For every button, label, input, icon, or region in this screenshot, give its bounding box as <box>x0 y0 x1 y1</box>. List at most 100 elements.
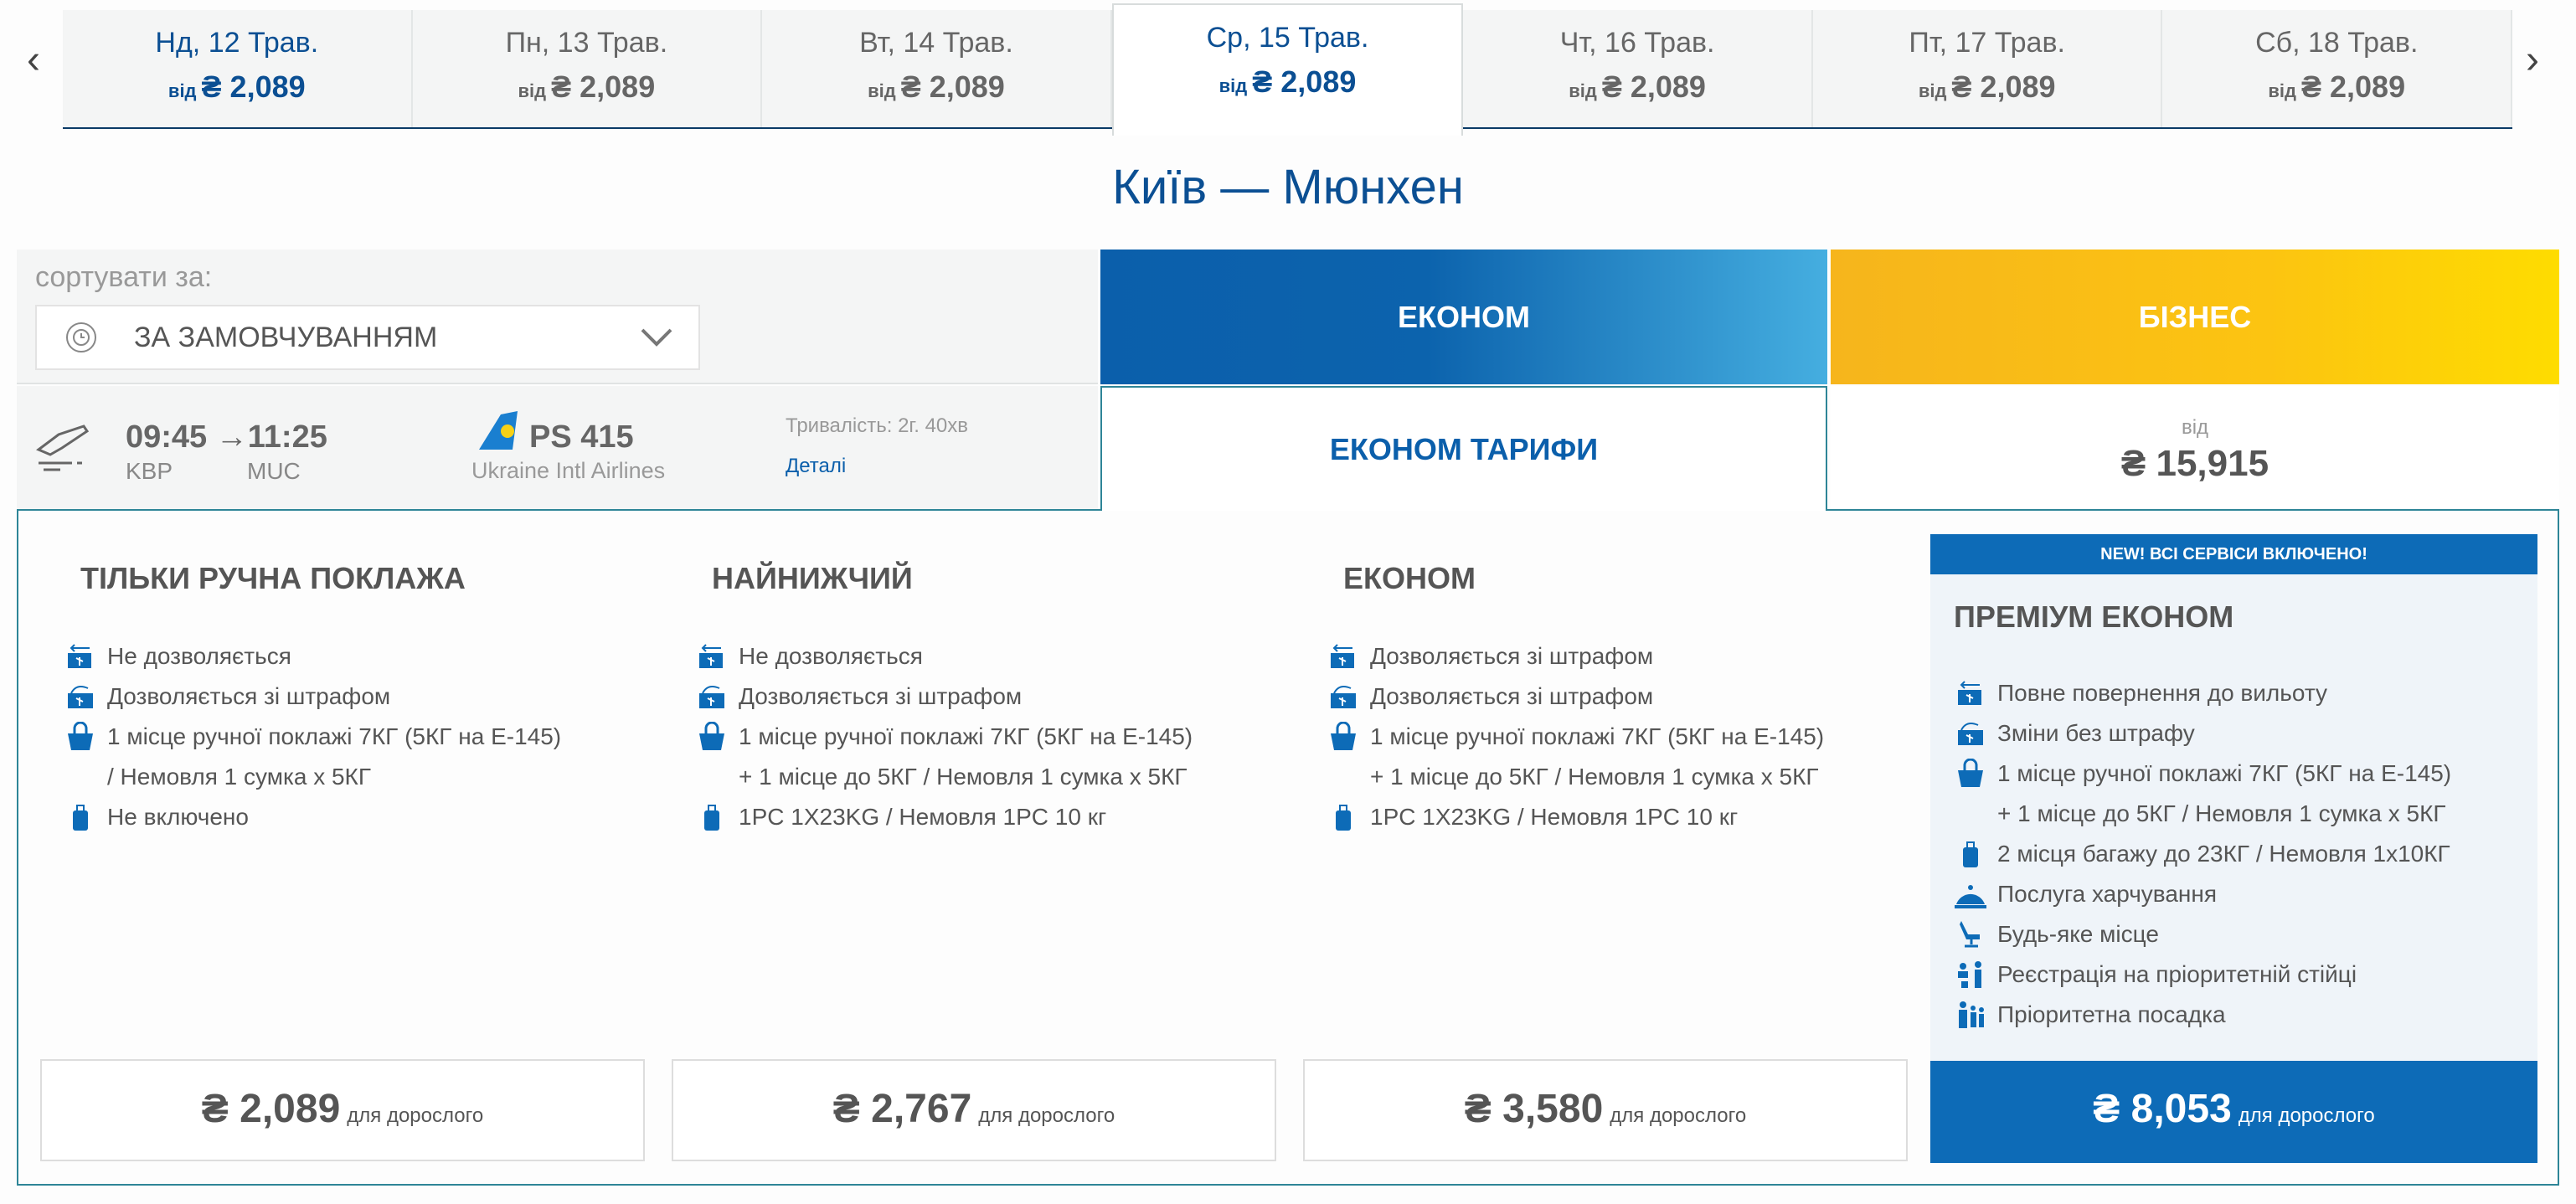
feature-text: 1 місце ручної поклажі 7КГ (5КГ на Е-145… <box>1997 760 2452 786</box>
date-tabs: Нд, 12 Трав. від ₴ 2,089 Пн, 13 Трав. від ₴… <box>63 3 2513 136</box>
price-value: ₴ 2,089 <box>2301 69 2406 104</box>
fare-price-button[interactable]: ₴ 2,089 для дорослого <box>40 1059 645 1161</box>
from-label: від <box>518 80 547 101</box>
price-value: ₴ 2,089 <box>1252 64 1357 99</box>
price-value: ₴ 2,089 <box>551 69 656 104</box>
per-adult-label: для дорослого <box>2238 1104 2375 1127</box>
tab-price: від ₴ 2,089 <box>1114 64 1462 100</box>
refund-icon <box>699 644 723 668</box>
clock-sort-icon <box>66 322 96 352</box>
from-label: від <box>1569 80 1597 101</box>
fare-feature: Будь-яке місце <box>1944 914 2547 954</box>
fare-column: ТІЛЬКИ РУЧНА ПОКЛАЖА Не дозволяється Дозв… <box>40 511 645 1184</box>
arrival-code: MUC <box>247 458 301 484</box>
change-icon <box>1958 723 1983 745</box>
tab-price: від ₴ 2,089 <box>413 69 761 105</box>
priority-checkin-icon <box>1958 961 1981 988</box>
tab-price: від ₴ 2,089 <box>1463 69 1811 105</box>
fare-name: ТІЛЬКИ РУЧНА ПОКЛАЖА <box>80 561 466 595</box>
fare-feature: 2 місця багажу до 23КГ / Немовля 1х10КГ <box>1944 834 2547 874</box>
feature-text: 1PC 1X23KG / Немовля 1PC 10 кг <box>739 804 1107 830</box>
hand-bag-icon <box>1958 759 1983 787</box>
date-tab[interactable]: Нд, 12 Трав. від ₴ 2,089 <box>63 10 413 127</box>
date-tab[interactable]: Пт, 17 Трав. від ₴ 2,089 <box>1812 10 2163 127</box>
prev-dates-button[interactable]: ‹ <box>27 38 40 82</box>
tab-date: Чт, 16 Трав. <box>1559 27 1715 59</box>
date-tab[interactable]: Сб, 18 Трав. від ₴ 2,089 <box>2162 10 2513 127</box>
tab-date: Пн, 13 Трав. <box>505 27 668 59</box>
feature-text: Будь-яке місце <box>1997 921 2159 947</box>
from-label: від <box>868 80 896 101</box>
business-cabin-header[interactable]: БІЗНЕС <box>1831 250 2559 384</box>
tab-date: Нд, 12 Трав. <box>155 27 319 59</box>
feature-text: Зміни без штрафу <box>1997 720 2195 746</box>
refund-icon <box>68 644 91 668</box>
date-tab[interactable]: Вт, 14 Трав. від ₴ 2,089 <box>762 10 1112 127</box>
feature-text: Не дозволяється <box>739 643 923 669</box>
fare-price-button[interactable]: ₴ 8,053 для дорослого <box>1930 1061 2537 1163</box>
tab-price: від ₴ 2,089 <box>63 69 411 105</box>
feature-text: Дозволяється зі штрафом <box>739 683 1023 709</box>
fare-feature: 1 місце ручної поклажі 7КГ (5КГ на Е-145… <box>685 717 1288 757</box>
flight-duration: Тривалість: 2г. 40хв <box>786 414 969 437</box>
fare-feature: Не дозволяється <box>54 636 657 677</box>
priority-boarding-icon <box>1959 1001 1984 1028</box>
feature-text: Не дозволяється <box>107 643 291 669</box>
fare-feature: 1 місце ручної поклажі 7КГ (5КГ на Е-145… <box>1944 754 2547 794</box>
feature-text: 1 місце ручної поклажі 7КГ (5КГ на Е-145… <box>107 723 562 749</box>
next-dates-button[interactable]: › <box>2526 38 2539 82</box>
fare-feature: 1PC 1X23KG / Немовля 1PC 10 кг <box>1316 797 1919 837</box>
fare-feature: Дозволяється зі штрафом <box>685 677 1288 717</box>
date-tab[interactable]: Пн, 13 Трав. від ₴ 2,089 <box>412 10 763 127</box>
tab-date: Ср, 15 Трав. <box>1206 22 1369 54</box>
feature-text: + 1 місце до 5КГ / Немовля 1 сумка х 5КГ <box>1997 800 2446 826</box>
airline-name: Ukraine Intl Airlines <box>471 458 666 483</box>
business-from-label: від <box>2181 416 2209 439</box>
fare-feature: Повне повернення до вильоту <box>1944 673 2547 713</box>
business-price-cell[interactable]: від ₴ 15,915 <box>1831 386 2559 509</box>
from-label: від <box>1218 75 1248 96</box>
departure-time: 09:45 <box>126 419 208 455</box>
feature-text: / Немовля 1 сумка х 5КГ <box>107 764 372 790</box>
feature-text: 2 місця багажу до 23КГ / Немовля 1х10КГ <box>1997 841 2450 867</box>
route-title: Київ — Мюнхен <box>1112 160 1464 214</box>
fare-price-button[interactable]: ₴ 3,580 для дорослого <box>1303 1059 1908 1161</box>
date-tab[interactable]: Чт, 16 Трав. від ₴ 2,089 <box>1463 10 1813 127</box>
economy-fares-tab[interactable]: ЕКОНОМ ТАРИФИ <box>1100 386 1827 511</box>
fare-options-panel: ТІЛЬКИ РУЧНА ПОКЛАЖА Не дозволяється Дозв… <box>17 509 2559 1186</box>
fare-feature: Зміни без штрафу <box>1944 713 2547 754</box>
sort-select[interactable]: ЗА ЗАМОВЧУВАННЯМ <box>35 305 700 370</box>
fare-feature: / Немовля 1 сумка х 5КГ <box>54 757 657 797</box>
takeoff-icon <box>36 424 90 471</box>
price-value: ₴ 2,089 <box>201 69 306 104</box>
tab-date: Сб, 18 Трав. <box>2255 27 2419 59</box>
feature-text: 1 місце ручної поклажі 7КГ (5КГ на Е-145… <box>739 723 1193 749</box>
feature-text: Не включено <box>107 804 249 830</box>
fare-column: ЕКОНОМ Дозволяється зі штрафом Дозволяєть… <box>1303 511 1908 1184</box>
fare-column: НАЙНИЖЧИЙ Не дозволяється Дозволяється зі… <box>672 511 1276 1184</box>
chevron-down-icon <box>641 328 672 347</box>
suitcase-icon <box>1963 841 1978 867</box>
hand-bag-icon <box>1331 722 1356 750</box>
fare-feature: 1PC 1X23KG / Немовля 1PC 10 кг <box>685 797 1288 837</box>
airline-logo <box>479 411 518 450</box>
departure-code: KBP <box>126 458 173 484</box>
fare-feature: + 1 місце до 5КГ / Немовля 1 сумка х 5КГ <box>685 757 1288 797</box>
tab-price: від ₴ 2,089 <box>2162 69 2511 105</box>
tab-date: Пт, 17 Трав. <box>1909 27 2065 59</box>
feature-text: 1 місце ручної поклажі 7КГ (5КГ на Е-145… <box>1370 723 1825 749</box>
economy-cabin-header[interactable]: ЕКОНОМ <box>1100 250 1827 384</box>
sort-panel: сортувати за: ЗА ЗАМОВЧУВАННЯМ <box>17 250 1098 384</box>
feature-text: Дозволяється зі штрафом <box>1370 643 1654 669</box>
hand-bag-icon <box>68 722 93 750</box>
flight-details-link[interactable]: Деталі <box>786 455 847 477</box>
tab-date: Вт, 14 Трав. <box>859 27 1013 59</box>
refund-icon <box>1331 644 1354 668</box>
price-value: ₴ 2,089 <box>1601 69 1706 104</box>
fare-price-button[interactable]: ₴ 2,767 для дорослого <box>672 1059 1276 1161</box>
premium-fare-card[interactable]: NEW! ВСІ СЕРВІСИ ВКЛЮЧЕНО! ПРЕМІУМ ЕКОНО… <box>1930 534 2537 1163</box>
sort-value: ЗА ЗАМОВЧУВАННЯМ <box>134 321 438 353</box>
meal-icon <box>1955 885 1986 908</box>
feature-text: Реєстрація на пріоритетній стійці <box>1997 961 2357 987</box>
date-tab[interactable]: Ср, 15 Трав. від ₴ 2,089 <box>1111 3 1464 136</box>
